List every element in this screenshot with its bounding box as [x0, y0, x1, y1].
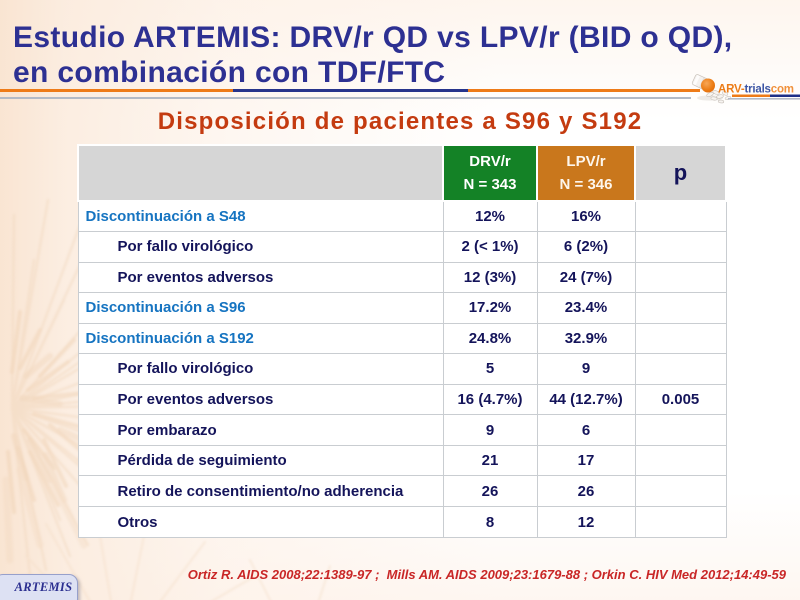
svg-text:ARV-trialscom: ARV-trialscom: [718, 84, 794, 96]
